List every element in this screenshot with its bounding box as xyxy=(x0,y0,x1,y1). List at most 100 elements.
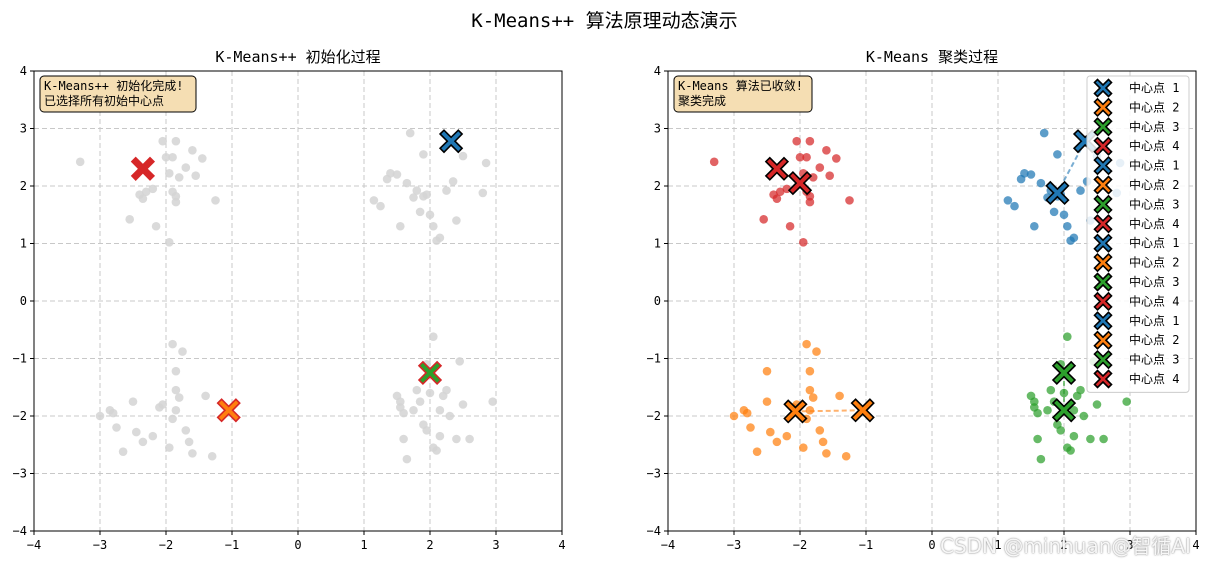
data-point xyxy=(1086,434,1095,444)
data-point xyxy=(1056,426,1065,435)
x-tick-label: 2 xyxy=(426,538,433,552)
data-point xyxy=(1069,233,1079,243)
legend-marker xyxy=(1093,369,1113,389)
legend-label: 中心点 4 xyxy=(1129,138,1179,153)
data-point xyxy=(171,366,181,376)
data-point xyxy=(1076,385,1085,395)
data-point xyxy=(392,170,402,179)
data-point xyxy=(1003,196,1013,205)
data-point xyxy=(729,411,739,421)
data-point xyxy=(415,207,425,217)
y-tick-label: −4 xyxy=(647,524,661,538)
data-point xyxy=(198,154,207,163)
data-point xyxy=(772,194,782,203)
legend-marker xyxy=(1093,194,1113,215)
annotation-text: 聚类完成 xyxy=(678,93,726,108)
data-point xyxy=(188,449,197,458)
data-point xyxy=(481,158,491,168)
y-tick-label: −2 xyxy=(647,409,661,423)
data-point xyxy=(448,177,458,186)
data-point xyxy=(158,136,167,146)
data-point xyxy=(429,221,438,231)
data-point xyxy=(1069,405,1079,415)
data-point xyxy=(442,385,451,395)
x-tick-label: −4 xyxy=(661,538,675,552)
y-tick-label: 4 xyxy=(654,64,661,78)
data-point xyxy=(818,437,828,447)
data-point xyxy=(458,151,468,161)
y-tick-label: 0 xyxy=(654,294,661,308)
subplot-title: K-Means 聚类过程 xyxy=(866,48,998,66)
data-point xyxy=(762,366,772,376)
data-point xyxy=(709,157,719,167)
data-point xyxy=(174,173,184,182)
data-point xyxy=(402,454,412,464)
center-marker xyxy=(850,398,875,423)
x-tick-label: −3 xyxy=(727,538,741,552)
data-point xyxy=(1030,403,1039,412)
x-tick-label: 4 xyxy=(558,538,565,552)
legend-label: 中心点 1 xyxy=(1129,313,1179,328)
data-point xyxy=(125,215,134,224)
data-point xyxy=(808,393,818,402)
data-point xyxy=(802,339,811,349)
data-point xyxy=(191,171,200,180)
x-tick-label: 1 xyxy=(360,538,367,552)
legend-marker xyxy=(1093,155,1113,176)
y-tick-label: −4 xyxy=(13,524,27,538)
data-point xyxy=(422,190,432,199)
y-tick-label: 4 xyxy=(20,64,27,78)
data-point xyxy=(165,238,174,247)
subplot-title: K-Means++ 初始化过程 xyxy=(215,48,380,66)
legend-label: 中心点 1 xyxy=(1129,235,1179,250)
legend-label: 中心点 1 xyxy=(1129,158,1179,173)
data-point xyxy=(1076,186,1085,195)
legend-marker xyxy=(1093,349,1113,370)
center-marker xyxy=(787,170,813,196)
data-point xyxy=(148,431,158,441)
legend-label: 中心点 4 xyxy=(1129,371,1179,386)
data-point xyxy=(132,427,141,437)
center-marker xyxy=(216,398,241,423)
data-point xyxy=(402,178,412,188)
data-point xyxy=(1033,434,1042,444)
data-point xyxy=(138,194,148,203)
center-marker xyxy=(1045,180,1070,206)
data-point xyxy=(95,411,105,421)
x-tick-label: 0 xyxy=(928,538,935,552)
data-point xyxy=(1063,221,1072,231)
data-point xyxy=(161,152,171,162)
data-point xyxy=(405,128,415,138)
data-point xyxy=(174,393,184,402)
data-point xyxy=(201,391,210,401)
y-tick-label: 2 xyxy=(654,179,661,193)
data-point xyxy=(435,431,445,441)
data-point xyxy=(1020,169,1029,178)
data-point xyxy=(184,437,194,447)
data-point xyxy=(802,152,811,162)
data-point xyxy=(815,426,825,435)
subplot-1: −4 −3 −2 −1 0 1 2 3 4 −4 −3 −2 −1 0 1 2 3 4 K-Means++ 初始化过… xyxy=(13,48,566,552)
x-tick-label: 3 xyxy=(492,538,499,552)
legend-marker xyxy=(1093,330,1113,350)
subplot-2: −4 −3 −2 −1 0 1 2 3 4 −4 −3 −2 −1 0 1 2 3 4 K-Means 聚类过程 K-… xyxy=(647,48,1200,552)
legend-label: 中心点 2 xyxy=(1129,332,1179,347)
data-point xyxy=(158,400,167,409)
data-point xyxy=(419,150,428,159)
data-point xyxy=(488,397,498,406)
data-point xyxy=(1059,210,1069,220)
y-tick-label: −1 xyxy=(647,352,661,366)
data-point xyxy=(1092,400,1102,409)
y-tick-label: 1 xyxy=(654,237,661,251)
data-point xyxy=(1036,454,1046,464)
legend-label: 中心点 4 xyxy=(1129,216,1179,231)
legend-marker xyxy=(1093,136,1113,156)
y-tick-label: 2 xyxy=(20,179,27,193)
data-point xyxy=(165,169,174,178)
data-point xyxy=(775,187,785,197)
data-point xyxy=(396,403,405,412)
data-point xyxy=(108,408,118,418)
data-point xyxy=(168,152,177,162)
center-marker xyxy=(783,399,808,424)
